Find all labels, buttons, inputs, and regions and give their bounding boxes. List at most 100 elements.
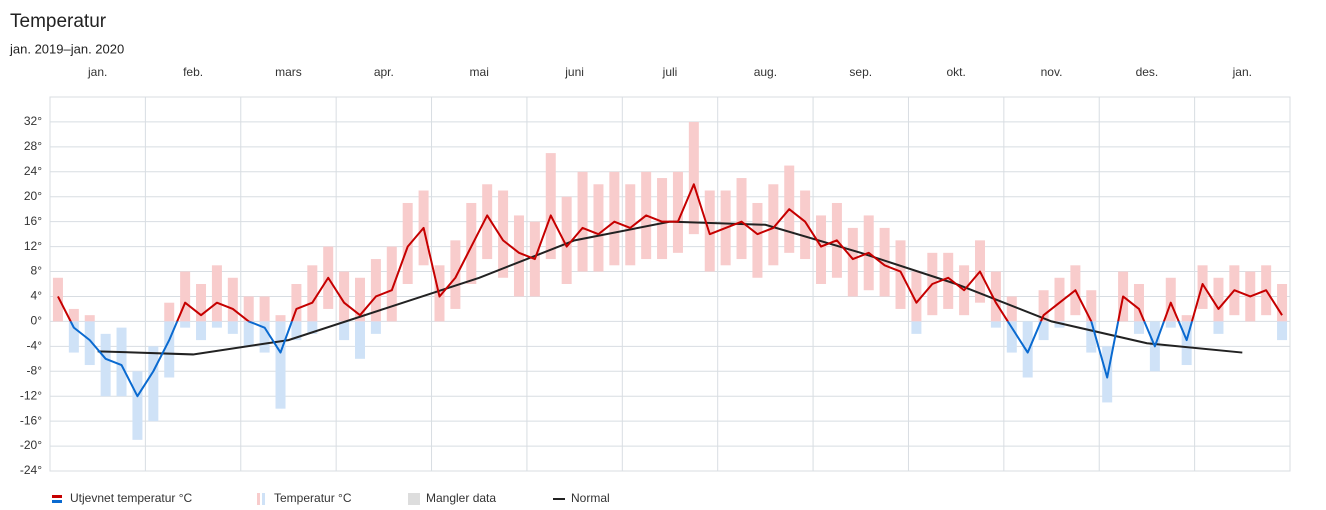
temp-bar (1181, 321, 1192, 366)
temp-bar (355, 321, 365, 359)
temp-bar (259, 321, 270, 353)
legend-swatch (52, 495, 62, 498)
temp-bar (577, 171, 588, 272)
y-tick-label: -20° (20, 438, 42, 452)
temp-bar (307, 321, 318, 334)
month-label: des. (1136, 65, 1159, 79)
legend-label: Mangler data (426, 491, 496, 505)
temp-bar (736, 178, 747, 260)
temp-bar (1213, 277, 1224, 322)
temp-bar (466, 202, 477, 284)
y-tick-label: 4° (31, 289, 43, 303)
temp-bar (132, 371, 143, 440)
y-tick-label: 0° (31, 314, 43, 328)
temp-bar (339, 271, 350, 322)
temp-bar (911, 321, 922, 334)
temp-bar (291, 321, 302, 341)
temp-bar (482, 184, 493, 260)
month-label: mai (470, 65, 489, 79)
legend-swatch (262, 493, 265, 505)
temp-bar (84, 315, 95, 322)
temp-bar (752, 202, 763, 278)
temp-bar (800, 190, 811, 260)
temp-bar (386, 246, 397, 322)
legend-swatch (408, 493, 420, 505)
month-label: jan. (87, 65, 107, 79)
temp-bar (339, 321, 350, 341)
temp-bar (164, 321, 175, 378)
temp-bar (816, 215, 827, 284)
month-label: aug. (754, 65, 777, 79)
temp-bar (450, 240, 461, 309)
chart-title: Temperatur (10, 11, 107, 32)
temp-bar (68, 308, 79, 322)
temp-bar (259, 296, 270, 322)
y-tick-label: 8° (31, 264, 43, 278)
smoothed-line (69, 321, 1194, 398)
chart-subtitle: jan. 2019–jan. 2020 (9, 41, 124, 56)
temp-bar (1213, 321, 1224, 334)
temp-bar (513, 215, 524, 297)
temp-bar (593, 184, 604, 272)
month-label: okt. (946, 65, 965, 79)
y-tick-label: 32° (24, 114, 42, 128)
temp-bar (291, 284, 302, 322)
temp-bar (227, 277, 238, 322)
y-tick-label: 24° (24, 164, 42, 178)
y-tick-label: 20° (24, 189, 42, 203)
temp-bar (911, 271, 922, 322)
month-label: jan. (1232, 65, 1252, 79)
temp-bar (1133, 321, 1144, 334)
temp-bar (370, 321, 381, 334)
temp-bar (275, 315, 286, 322)
temp-bar (561, 196, 572, 284)
temp-bar (1165, 321, 1176, 328)
temp-bar (402, 202, 413, 284)
temp-bar (100, 333, 111, 397)
temp-bar (1054, 321, 1065, 328)
temp-bar (1006, 321, 1017, 353)
legend-label: Normal (571, 491, 610, 505)
temp-bar (307, 265, 318, 322)
y-tick-label: -8° (27, 363, 43, 377)
legend-label: Utjevnet temperatur °C (70, 491, 193, 505)
temp-bar (243, 296, 254, 322)
smoothed-line (57, 183, 1283, 322)
temp-bar (990, 271, 1001, 322)
legend-swatch (52, 500, 62, 503)
temp-bar (768, 184, 779, 266)
y-tick-label: 28° (24, 139, 42, 153)
legend-swatch (257, 493, 260, 505)
temp-bar (1277, 284, 1288, 322)
temp-bar (657, 178, 668, 260)
y-tick-label: 12° (24, 239, 42, 253)
month-label: nov. (1041, 65, 1063, 79)
temp-bar (1038, 290, 1049, 322)
y-tick-label: -4° (27, 339, 43, 353)
y-tick-label: -16° (20, 413, 42, 427)
temp-bar (688, 121, 699, 235)
month-label: feb. (183, 65, 203, 79)
temp-bar (211, 321, 222, 328)
temp-bar (1181, 315, 1192, 322)
temp-bar (625, 184, 636, 266)
temp-bar (52, 277, 63, 322)
temp-bar (116, 327, 127, 397)
temp-bar (1022, 321, 1033, 378)
temp-bar (355, 277, 365, 322)
temp-bar (1277, 321, 1288, 341)
temp-bar (1165, 277, 1176, 322)
temp-bar (545, 153, 556, 260)
temp-bar (609, 171, 620, 266)
temp-bar (990, 321, 1001, 328)
temp-bar (196, 284, 207, 322)
temp-bar (370, 259, 381, 322)
temp-bar (68, 321, 79, 353)
temp-bar (1054, 277, 1065, 322)
temp-bar (672, 171, 683, 253)
y-tick-label: 16° (24, 214, 42, 228)
temp-bar (1133, 284, 1144, 322)
temp-bar (180, 271, 191, 322)
temp-bar (148, 346, 159, 422)
